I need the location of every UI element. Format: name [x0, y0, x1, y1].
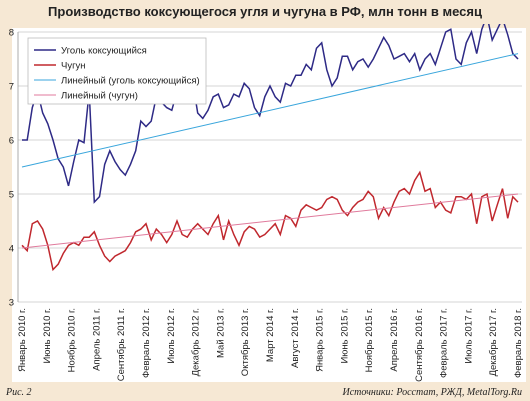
legend: Уголь коксующийся Чугун Линейный (уголь ко… — [27, 37, 207, 105]
x-tick-label: Ноябрь 2015 г. — [364, 308, 375, 372]
y-tick-label: 4 — [9, 244, 14, 255]
x-tick-label: Сентябрь 2011 г. — [116, 308, 127, 381]
x-tick-label: Май 2013 г. — [215, 308, 226, 358]
x-tick-label: Январь 2015 г. — [315, 308, 326, 372]
figure-footer: Рис. 2 Источники: Росстат, РЖД, MetalTor… — [0, 384, 530, 401]
x-tick-label: Февраль 2017 г. — [439, 308, 450, 378]
x-tick-label: Февраль 2012 г. — [141, 308, 152, 378]
series-line-2 — [21, 53, 519, 168]
series-line-0 — [22, 24, 519, 204]
x-tick-label: Декабрь 2017 г. — [488, 308, 499, 376]
x-tick-label: Декабрь 2012 г. — [191, 308, 202, 376]
legend-label: Линейный (уголь коксующийся) — [61, 76, 200, 87]
y-tick-label: 3 — [9, 298, 14, 309]
x-tick-label: Март 2014 г. — [265, 308, 276, 362]
x-tick-label: Август 2014 г. — [290, 308, 301, 368]
x-tick-label: Февраль 2018 г. — [513, 308, 524, 378]
x-axis: Январь 2010 г. Июнь 2010 г. Ноябрь 2010 г.… — [17, 308, 524, 382]
y-tick-label: 7 — [9, 82, 14, 93]
series-line-1 — [21, 170, 519, 272]
series-line-3 — [21, 193, 519, 249]
sources-note: Источники: Росстат, РЖД, MetalTorg.Ru — [342, 387, 522, 398]
x-tick-label: Ноябрь 2010 г. — [67, 308, 78, 372]
chart: 3 4 5 6 7 8 Январь 2010 г. Июнь 2010 г. Ноябрь … — [9, 24, 526, 382]
x-tick-label: Июль 2012 г. — [166, 308, 177, 364]
x-tick-label: Апрель 2016 г. — [389, 308, 400, 372]
x-tick-label: Сентябрь 2016 г. — [414, 308, 425, 382]
y-tick-label: 6 — [9, 136, 14, 147]
x-tick-label: Июль 2017 г. — [463, 308, 474, 364]
legend-box — [27, 37, 207, 105]
y-axis: 3 4 5 6 7 8 — [9, 28, 14, 309]
x-tick-label: Июнь 2010 г. — [42, 308, 53, 364]
legend-label: Чугун — [61, 61, 86, 72]
y-tick-label: 8 — [9, 28, 14, 39]
x-tick-label: Январь 2010 г. — [17, 308, 28, 372]
x-tick-label: Июнь 2015 г. — [339, 308, 350, 364]
x-tick-label: Апрель 2011 г. — [91, 308, 102, 371]
x-tick-label: Октябрь 2013 г. — [240, 308, 251, 376]
chart-title: Производство коксующегося угля и чугуна … — [0, 0, 530, 24]
series-lines — [21, 24, 519, 272]
y-tick-label: 5 — [9, 190, 14, 201]
legend-label: Линейный (чугун) — [61, 91, 138, 102]
legend-label: Уголь коксующийся — [61, 46, 147, 57]
figure-label: Рис. 2 — [6, 387, 32, 398]
